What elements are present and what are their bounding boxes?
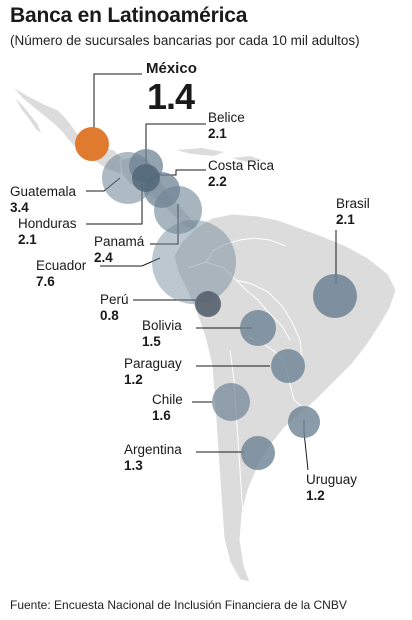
bolivia-name: Bolivia — [142, 318, 182, 333]
peru-name: Perú — [100, 292, 129, 307]
chile-value: 1.6 — [152, 408, 171, 423]
bolivia-value: 1.5 — [142, 334, 161, 349]
bubble-uruguay — [288, 406, 320, 438]
label-bolivia: Bolivia 1.5 — [142, 318, 182, 350]
label-panama: Panamá 2.4 — [94, 234, 144, 266]
label-honduras: Honduras 2.1 — [18, 216, 77, 248]
baja-california — [13, 95, 44, 136]
chile-name: Chile — [152, 392, 183, 407]
chart-title: Banca en Latinoamérica — [10, 4, 248, 27]
label-brasil: Brasil 2.1 — [336, 196, 370, 228]
label-mexico-name: México — [146, 60, 197, 77]
brasil-value: 2.1 — [336, 212, 355, 227]
label-chile: Chile 1.6 — [152, 392, 183, 424]
label-uruguay: Uruguay 1.2 — [306, 472, 357, 504]
panama-value: 2.4 — [94, 250, 113, 265]
label-peru: Perú 0.8 — [100, 292, 129, 324]
label-guatemala: Guatemala 3.4 — [10, 184, 76, 216]
belice-name: Belice — [208, 110, 245, 125]
bubble-mexico — [75, 127, 109, 161]
label-costa-rica: Costa Rica 2.2 — [208, 158, 274, 190]
panama-name: Panamá — [94, 234, 145, 249]
honduras-value: 2.1 — [18, 232, 37, 247]
paraguay-value: 1.2 — [124, 372, 143, 387]
source-note: Fuente: Encuesta Nacional de Inclusión F… — [10, 598, 347, 612]
guatemala-value: 3.4 — [10, 200, 29, 215]
peru-value: 0.8 — [100, 308, 119, 323]
label-ecuador: Ecuador 7.6 — [36, 258, 86, 290]
bubble-peru — [195, 291, 221, 317]
label-argentina: Argentina 1.3 — [124, 442, 182, 474]
bubble-chile — [212, 383, 250, 421]
ecuador-name: Ecuador — [36, 258, 87, 273]
paraguay-name: Paraguay — [124, 356, 182, 371]
chart-subtitle: (Número de sucursales bancarias por cada… — [10, 33, 360, 48]
label-paraguay: Paraguay 1.2 — [124, 356, 182, 388]
label-belice: Belice 2.1 — [208, 110, 245, 142]
uruguay-name: Uruguay — [306, 472, 358, 487]
bubbles — [75, 127, 357, 470]
bubble-belice — [132, 164, 160, 192]
bubble-argentina — [241, 436, 275, 470]
bubble-paraguay — [271, 349, 305, 383]
ecuador-value: 7.6 — [36, 274, 55, 289]
argentina-name: Argentina — [124, 442, 182, 457]
belice-value: 2.1 — [208, 126, 227, 141]
honduras-name: Honduras — [18, 216, 77, 231]
uruguay-value: 1.2 — [306, 488, 325, 503]
bubble-bolivia — [240, 310, 276, 346]
bubble-brasil — [313, 274, 357, 318]
label-mexico-value: 1.4 — [147, 76, 195, 117]
bubble-ecuador — [152, 220, 236, 304]
brasil-name: Brasil — [336, 196, 370, 211]
costa-rica-name: Costa Rica — [208, 158, 275, 173]
caribbean-islands — [176, 148, 262, 162]
argentina-value: 1.3 — [124, 458, 143, 473]
guatemala-name: Guatemala — [10, 184, 77, 199]
costa-rica-value: 2.2 — [208, 174, 227, 189]
